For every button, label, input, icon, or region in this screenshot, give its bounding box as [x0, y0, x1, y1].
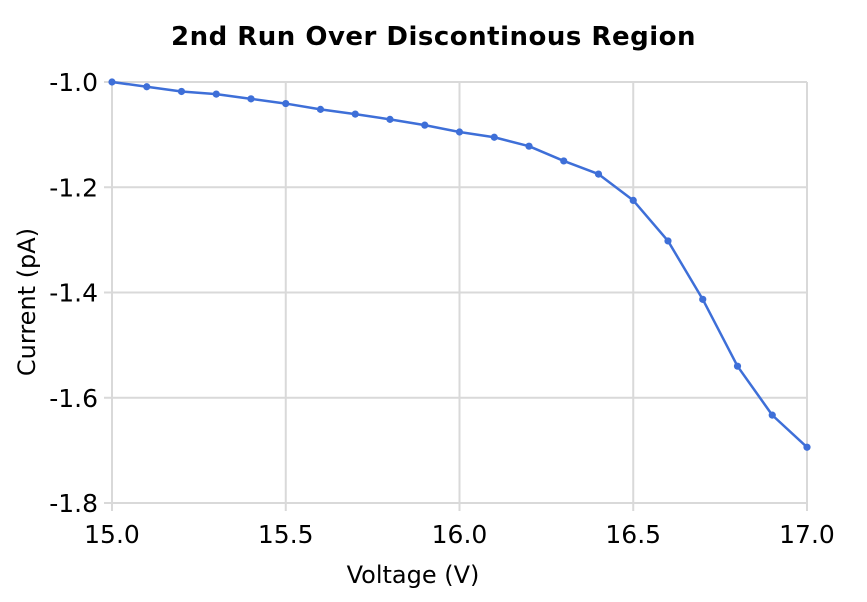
y-axis-title: Current (pA) — [13, 227, 41, 377]
x-axis-title: Voltage (V) — [346, 561, 480, 589]
data-point-marker — [421, 121, 429, 129]
data-point-marker — [768, 411, 776, 419]
x-tick-label: 15.0 — [84, 520, 140, 549]
data-point-marker — [282, 99, 290, 108]
data-point-marker — [247, 95, 255, 103]
y-tick-label: -1.8 — [49, 489, 98, 518]
x-tick-label: 16.5 — [605, 520, 661, 549]
x-tick-label: 17.0 — [779, 520, 835, 549]
data-point-marker — [351, 110, 359, 118]
data-point-marker — [177, 87, 186, 96]
data-point-marker — [490, 133, 498, 141]
data-point-marker — [699, 295, 707, 303]
data-point-marker — [525, 142, 533, 150]
data-point-marker — [629, 196, 637, 205]
y-tick-label: -1.0 — [49, 68, 98, 97]
data-point-marker — [386, 115, 394, 123]
data-point-marker — [664, 237, 672, 245]
data-point-marker — [143, 83, 151, 91]
chart-title: 2nd Run Over Discontinous Region — [171, 22, 696, 52]
x-tick-label: 15.5 — [258, 520, 314, 549]
data-point-marker — [803, 443, 811, 451]
data-point-marker — [733, 362, 742, 370]
y-tick-label: -1.6 — [49, 384, 98, 413]
data-point-marker — [560, 157, 568, 165]
data-point-marker — [316, 105, 325, 113]
data-point-marker — [594, 170, 603, 178]
y-tick-label: -1.4 — [49, 279, 98, 308]
data-point-marker — [108, 78, 116, 86]
x-tick-label: 16.0 — [432, 520, 488, 549]
data-point-marker — [212, 90, 220, 98]
data-point-marker — [455, 128, 464, 136]
y-tick-label: -1.2 — [49, 173, 98, 202]
